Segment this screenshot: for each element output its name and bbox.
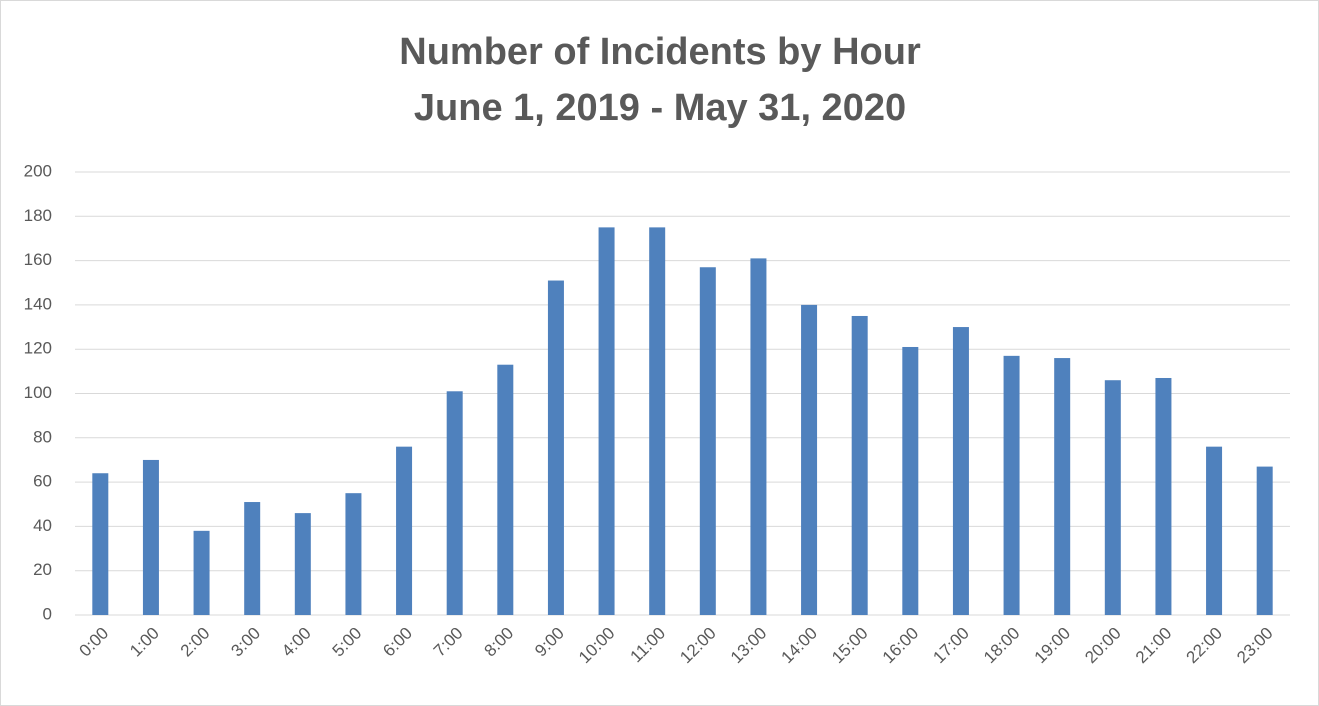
chart-subtitle: June 1, 2019 - May 31, 2020 xyxy=(414,87,906,129)
y-tick-label: 180 xyxy=(24,206,52,225)
y-tick-label: 40 xyxy=(33,516,52,535)
bar xyxy=(497,364,514,615)
bar xyxy=(1003,355,1020,615)
y-tick-label: 200 xyxy=(24,161,52,180)
y-tick-label: 140 xyxy=(24,294,52,313)
bar xyxy=(699,267,716,615)
bar xyxy=(1206,446,1223,615)
y-tick-label: 160 xyxy=(24,250,52,269)
bar xyxy=(92,473,109,615)
y-tick-label: 20 xyxy=(33,560,52,579)
bar xyxy=(547,280,564,615)
bar xyxy=(446,391,463,615)
bar xyxy=(750,258,767,615)
y-tick-label: 80 xyxy=(33,427,52,446)
bar xyxy=(902,346,919,615)
bar xyxy=(142,459,159,615)
chart-title: Number of Incidents by Hour xyxy=(399,31,921,73)
bar xyxy=(801,304,818,615)
bar xyxy=(649,227,666,615)
y-tick-label: 0 xyxy=(43,604,52,623)
y-tick-label: 100 xyxy=(24,383,52,402)
bar xyxy=(1256,466,1273,615)
bar xyxy=(244,502,261,615)
bar xyxy=(851,315,868,615)
bar xyxy=(1054,358,1071,615)
bar xyxy=(193,530,210,615)
y-tick-label: 120 xyxy=(24,339,52,358)
bar xyxy=(952,327,969,615)
bar xyxy=(345,493,362,615)
bar xyxy=(598,227,615,615)
bar xyxy=(1155,377,1172,615)
y-tick-label: 60 xyxy=(33,472,52,491)
bar xyxy=(396,446,413,615)
bar xyxy=(1104,380,1121,615)
bar xyxy=(294,513,311,615)
